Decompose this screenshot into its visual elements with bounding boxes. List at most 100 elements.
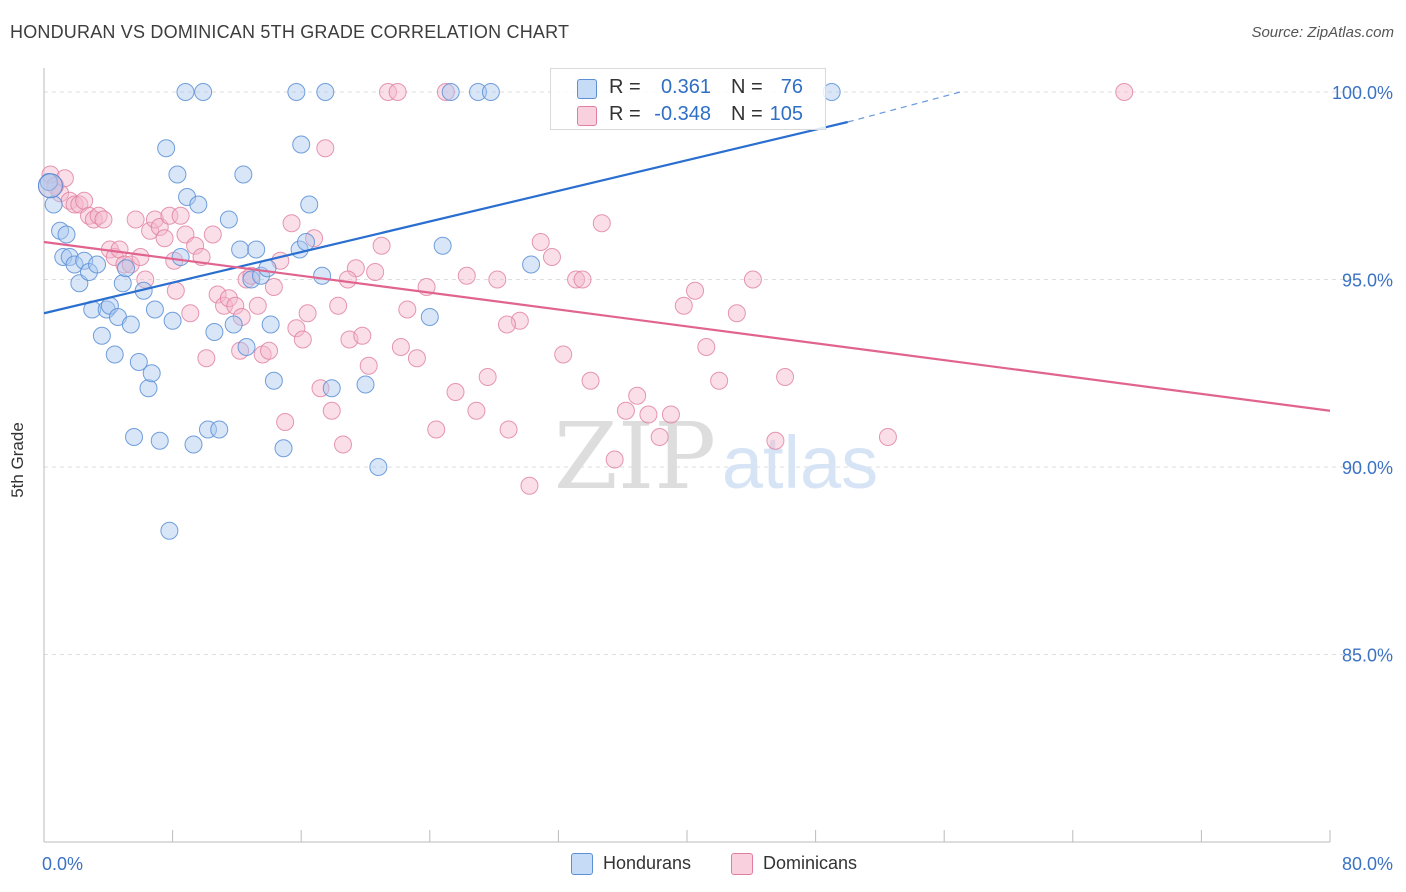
point-dominican [531,233,550,251]
point-honduran [420,308,439,326]
point-honduran [356,375,375,394]
point-honduran [57,225,76,244]
point-dominican [298,304,317,323]
point-honduran [178,188,197,206]
y-tick-label: 100.0% [1332,83,1393,103]
point-honduran [139,379,158,398]
trend-line-hondurans-extension [847,91,961,123]
point-honduran [160,521,179,540]
watermark-zip: ZIP [554,403,716,510]
point-dominican [499,420,518,439]
point-dominican [75,191,94,210]
honduran-points [37,83,841,540]
point-honduran [242,270,261,289]
point-dominican [766,431,785,450]
point-honduran [92,326,111,345]
legend-row-dominicans: R = -0.348 N = 105 [551,100,825,128]
point-honduran [44,195,63,214]
point-dominican [276,413,295,431]
legend-swatch-hondurans [571,853,593,875]
legend-row-hondurans: R = 0.361 N = 76 [551,73,825,101]
point-dominican [520,476,539,495]
point-dominican [674,296,693,315]
point-dominican [65,195,84,214]
grid-lines [44,91,1360,655]
point-dominican [126,210,145,229]
y-tick-label: 85.0% [1342,646,1393,666]
point-dominican [226,296,245,315]
point-dominican [186,236,205,255]
legend-label-hondurans: Hondurans [603,853,692,873]
point-dominican [155,229,174,248]
point-dominican [219,289,238,308]
point-dominican [407,349,426,368]
series-legend: Hondurans Dominicans [0,852,1406,878]
legend-r-value-hondurans: 0.361 [660,76,711,98]
point-honduran [316,83,335,101]
chart-title: HONDURAN VS DOMINICAN 5TH GRADE CORRELAT… [10,22,570,42]
legend-swatch-blue [577,79,597,99]
point-dominican [248,296,267,315]
point-honduran [287,83,306,101]
point-dominican [136,270,155,289]
point-honduran [88,255,107,274]
point-honduran [261,315,280,334]
point-honduran [125,428,144,446]
point-honduran [157,139,176,158]
point-dominican [94,210,113,229]
point-dominican [333,435,352,454]
point-honduran [189,195,208,214]
point-dominican [628,386,647,405]
trend-line-hondurans [43,120,849,315]
point-honduran [184,435,203,454]
point-dominican [379,83,398,101]
point-dominican [264,278,283,296]
point-honduran [145,300,164,319]
y-tick-label: 95.0% [1342,271,1393,291]
point-honduran [264,371,283,390]
point-dominican [338,270,357,289]
point-honduran [113,274,132,293]
point-dominican [287,319,306,338]
legend-label-dominicans: Dominicans [763,853,858,873]
point-dominican [353,326,372,345]
point-dominican [573,270,592,289]
point-dominican [710,371,729,390]
point-dominican [391,338,410,356]
trend-line-dominicans [43,240,1331,412]
point-dominican [592,214,611,233]
point-dominican [427,420,446,439]
point-honduran [194,83,213,101]
point-dominican [605,450,624,469]
legend-r-value-dominicans: -0.348 [654,103,711,125]
point-honduran [481,83,500,101]
point-honduran [176,83,195,101]
point-honduran [522,255,541,274]
point-dominican [110,240,129,259]
point-honduran [129,353,148,371]
point-dominican [436,83,455,101]
point-dominican [650,428,669,446]
point-honduran [142,364,161,383]
point-dominican [282,214,301,233]
point-dominican [446,383,465,401]
legend-swatch-dominicans [731,853,753,875]
point-dominican [242,266,261,285]
watermark-atlas: atlas [722,421,878,504]
point-honduran [237,338,256,356]
point-honduran [163,311,182,330]
legend-n-value-hondurans: 76 [780,76,803,98]
point-honduran [231,240,250,259]
point-honduran [297,233,316,251]
point-honduran [300,195,319,214]
stats-legend: R = 0.361 N = 76 R = -0.348 N = 105 [550,68,826,130]
point-dominican [366,263,385,281]
point-honduran [322,379,341,398]
point-dominican [488,270,507,289]
point-dominican [293,330,312,349]
trend-lines [43,91,1331,412]
point-dominican [166,281,185,300]
point-dominican [316,139,335,158]
point-dominican [141,221,160,240]
